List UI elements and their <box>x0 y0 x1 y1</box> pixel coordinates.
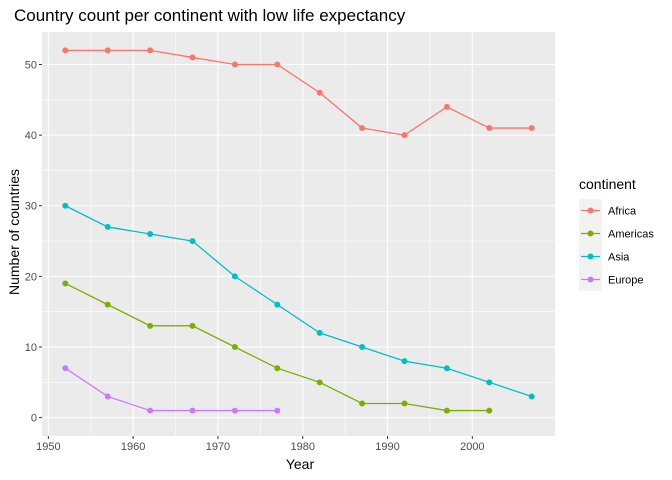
data-point-americas <box>189 322 196 329</box>
data-point-europe <box>189 407 196 414</box>
legend-key-point <box>587 276 594 283</box>
data-point-americas <box>359 400 366 407</box>
data-point-europe <box>62 365 69 372</box>
minor-gridlines <box>42 32 555 436</box>
y-tick-label: 30 <box>25 201 37 213</box>
y-tick-label: 10 <box>25 342 37 354</box>
legend: continent Africa Americas Asia Europe <box>579 176 654 291</box>
data-point-africa <box>359 125 366 132</box>
data-point-africa <box>528 125 535 132</box>
series-africa <box>62 47 535 139</box>
series-line-europe <box>64 367 278 412</box>
data-point-asia <box>104 223 111 230</box>
series-asia <box>62 202 535 400</box>
series-americas <box>62 280 493 414</box>
legend-label-americas: Americas <box>608 229 654 241</box>
data-point-americas <box>62 280 69 287</box>
data-point-americas <box>401 400 408 407</box>
x-axis-title: Year <box>286 456 315 472</box>
data-point-asia <box>401 358 408 365</box>
data-point-europe <box>147 407 154 414</box>
legend-key-point <box>587 207 594 214</box>
legend-title: continent <box>579 176 636 192</box>
legend-item-americas: Americas <box>579 222 654 245</box>
series-europe <box>62 365 281 414</box>
data-point-asia <box>359 344 366 351</box>
legend-label-africa: Africa <box>608 206 637 218</box>
data-point-asia <box>528 393 535 400</box>
data-point-americas <box>104 301 111 308</box>
y-tick-label: 20 <box>25 271 37 283</box>
x-tick-label: 1990 <box>375 441 399 453</box>
y-tick-label: 40 <box>25 130 37 142</box>
data-point-asia <box>274 301 281 308</box>
data-point-americas <box>231 344 238 351</box>
data-point-africa <box>62 47 69 54</box>
chart-title: Country count per continent with low lif… <box>14 6 406 25</box>
legend-item-europe: Europe <box>579 268 643 291</box>
y-tick-label: 50 <box>25 59 37 71</box>
legend-item-asia: Asia <box>579 245 630 268</box>
data-point-asia <box>316 329 323 336</box>
data-point-africa <box>316 89 323 96</box>
x-tick-label: 1980 <box>290 441 314 453</box>
data-point-europe <box>104 393 111 400</box>
major-gridlines <box>42 32 555 436</box>
data-point-africa <box>189 54 196 61</box>
x-tick-label: 2000 <box>460 441 484 453</box>
data-point-africa <box>443 103 450 110</box>
series-line-asia <box>65 205 532 398</box>
legend-item-africa: Africa <box>579 199 637 222</box>
data-point-europe <box>231 407 238 414</box>
data-point-asia <box>231 273 238 280</box>
data-point-africa <box>401 132 408 139</box>
y-axis-title: Number of countries <box>6 169 22 295</box>
x-tick-label: 1960 <box>121 441 145 453</box>
data-point-africa <box>104 47 111 54</box>
data-point-asia <box>147 231 154 237</box>
data-point-asia <box>62 202 69 209</box>
legend-label-asia: Asia <box>608 252 630 264</box>
legend-label-europe: Europe <box>608 275 643 287</box>
x-tick-label: 1970 <box>206 441 230 453</box>
data-point-americas <box>147 322 154 329</box>
series-layer <box>62 47 535 414</box>
legend-key-point <box>587 253 594 260</box>
data-point-asia <box>189 238 196 245</box>
x-axis: 1950 1960 1970 1980 1990 2000 <box>36 436 485 453</box>
data-point-africa <box>274 61 281 68</box>
data-point-americas <box>443 407 450 414</box>
data-point-americas <box>274 365 281 372</box>
x-tick-label: 1950 <box>36 441 60 453</box>
y-tick-label: 0 <box>31 413 37 425</box>
data-point-africa <box>231 61 238 68</box>
data-point-americas <box>316 379 323 386</box>
legend-key-point <box>587 230 594 237</box>
plot-panel <box>42 32 555 436</box>
series-line-africa <box>65 49 532 136</box>
data-point-europe <box>274 407 281 414</box>
data-point-africa <box>486 125 493 132</box>
data-point-americas <box>486 407 493 414</box>
y-axis: 0 10 20 30 40 50 <box>25 59 42 425</box>
data-point-africa <box>147 47 154 54</box>
data-point-asia <box>443 365 450 372</box>
data-point-asia <box>486 379 493 386</box>
